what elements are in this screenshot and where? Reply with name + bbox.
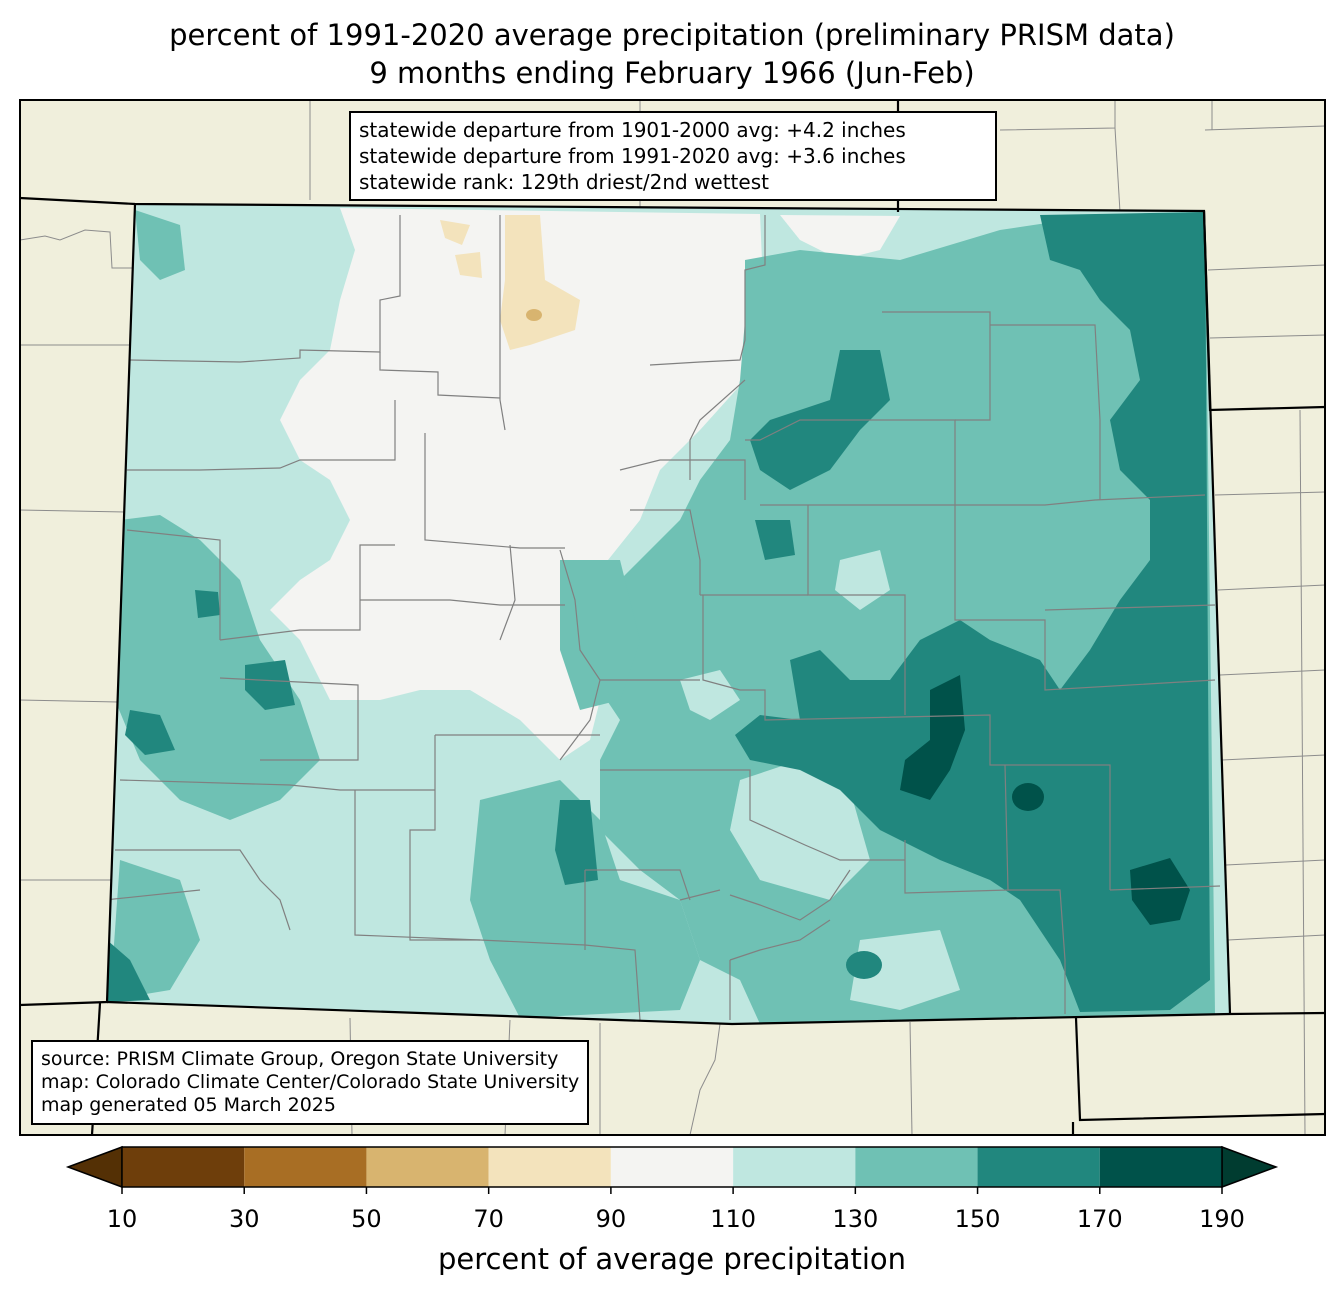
colorbar-bin-10-30: [122, 1147, 245, 1187]
field-70-90-patch: [440, 220, 470, 245]
neighbor-county-lines: [20, 100, 1325, 1135]
credit-generated: map generated 05 March 2025: [41, 1094, 336, 1116]
stats-rank: statewide rank: 129th driest/2nd wettest: [359, 170, 769, 194]
field-110-130-patch: [680, 670, 740, 720]
colorbar-tick-label: 10: [106, 1205, 138, 1233]
field-110-130-patch3: [850, 930, 960, 1010]
colorbar-tick-label: 90: [595, 1205, 627, 1233]
colorbar-over-arrow: [1221, 1145, 1279, 1189]
colorbar-bin-90-110: [610, 1147, 734, 1187]
field-150-170-west-patch: [245, 660, 295, 710]
credit-map: map: Colorado Climate Center/Colorado St…: [41, 1071, 580, 1093]
precipitation-field: [107, 204, 1230, 1024]
field-90-110-patch: [780, 215, 900, 260]
field-130-150-central: [560, 560, 640, 710]
colorbar-tick-label: 110: [710, 1205, 757, 1233]
colorbar-tick-label: 150: [954, 1205, 1001, 1233]
colorbar-label: percent of average precipitation: [437, 1242, 907, 1276]
colorbar-bin-30-50: [244, 1147, 367, 1187]
stats-departure-1901: statewide departure from 1901-2000 avg: …: [359, 118, 906, 142]
credit-source: source: PRISM Climate Group, Oregon Stat…: [41, 1048, 559, 1070]
field-170-190-se: [1130, 858, 1190, 925]
colorbar: [65, 1145, 1279, 1194]
field-150-170-se-blob: [846, 951, 882, 979]
field-50-70: [526, 309, 542, 321]
field-150-170-sw-corner: [107, 940, 150, 1002]
colorbar-bin-170-190: [1099, 1147, 1222, 1187]
field-110-130-se-patch: [730, 760, 870, 900]
colorbar-tick-label: 130: [832, 1205, 879, 1233]
colorbar-tick-label: 30: [228, 1205, 260, 1233]
field-150-170-patch: [755, 520, 795, 560]
map-title: percent of 1991-2020 average precipitati…: [169, 18, 1175, 52]
field-130-150-nw: [135, 210, 185, 280]
colorbar-bin-130-150: [855, 1147, 978, 1187]
colorbar-tick-label: 70: [473, 1205, 504, 1233]
colorbar-under-arrow: [65, 1145, 123, 1189]
colorbar-bin-110-130: [733, 1147, 856, 1187]
field-70-90: [500, 215, 580, 350]
field-90-110: [270, 208, 765, 760]
colorbar-bin-70-90: [488, 1147, 611, 1187]
field-170-190: [900, 675, 965, 800]
colorbar-tick-label: 170: [1076, 1205, 1123, 1233]
stats-departure-1991: statewide departure from 1991-2020 avg: …: [359, 144, 906, 168]
colorbar-bin-150-170: [977, 1147, 1100, 1187]
colorbar-bin-50-70: [366, 1147, 489, 1187]
field-70-90-patch2: [455, 252, 482, 278]
county-lines: [107, 215, 1221, 1021]
credits-box: source: PRISM Climate Group, Oregon Stat…: [31, 1040, 590, 1125]
colorbar-tick-label: 190: [1199, 1205, 1245, 1233]
map-subtitle: 9 months ending February 1966 (Jun-Feb): [369, 56, 975, 90]
field-150-170-south-patch: [555, 800, 598, 885]
field-150-170-west-patch2: [125, 710, 175, 755]
colorbar-tick-label: 50: [351, 1205, 382, 1233]
field-150-170-west-patch3: [195, 590, 220, 618]
field-170-190-blob: [1012, 783, 1044, 811]
field-150-170-east: [735, 212, 1210, 1012]
statewide-stats-box: statewide departure from 1901-2000 avg: …: [349, 111, 997, 201]
colorbar-outline: [121, 1146, 1223, 1188]
map-frame: [19, 99, 1326, 1136]
